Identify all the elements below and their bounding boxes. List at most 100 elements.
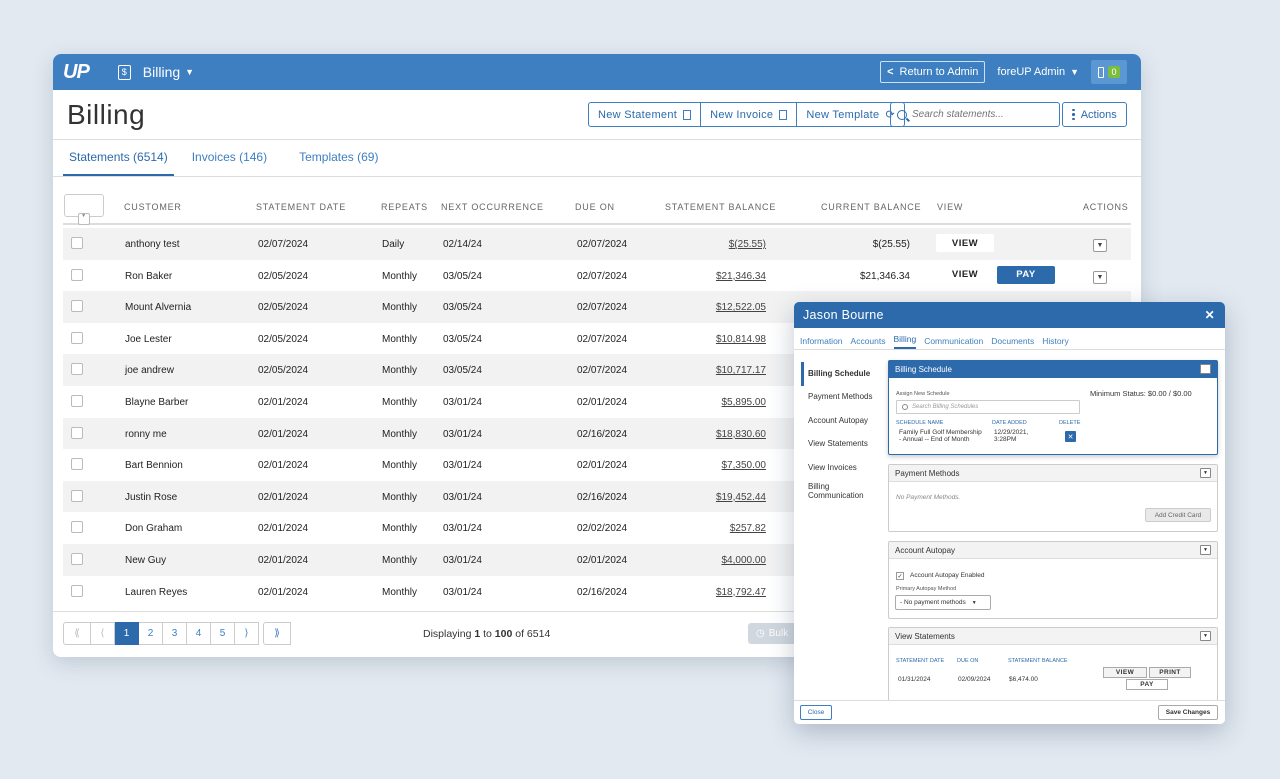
tab-billing[interactable]: Billing	[893, 334, 917, 349]
page-1-button[interactable]: 1	[115, 622, 139, 645]
prev-page-button[interactable]: ⟨	[91, 622, 115, 645]
row-checkbox[interactable]	[71, 300, 83, 313]
admin-menu[interactable]: foreUP Admin ▼	[997, 66, 1079, 78]
phone-icon	[1098, 66, 1105, 78]
foreup-logo[interactable]: UP	[63, 60, 90, 83]
schedule-search[interactable]: Search Billing Schedules	[896, 400, 1080, 414]
table-row[interactable]: anthony test 02/07/2024 Daily 02/14/24 02/07…	[63, 228, 1131, 260]
view-statement-button[interactable]: VIEW	[1103, 667, 1147, 678]
row-checkbox[interactable]	[71, 363, 83, 376]
col-statement-balance[interactable]: STATEMENT BALANCE	[665, 202, 777, 212]
tab-templates[interactable]: Templates (69)	[299, 150, 379, 164]
display-to: 100	[494, 628, 513, 640]
row-checkbox[interactable]	[71, 552, 83, 565]
cell-statement-balance[interactable]: $18,830.60	[715, 428, 766, 440]
table-row[interactable]: Ron Baker 02/05/2024 Monthly 03/05/24 02/07/…	[63, 260, 1131, 292]
tab-communication[interactable]: Communication	[924, 336, 984, 346]
chevron-down-icon[interactable]: ▼	[1200, 631, 1211, 641]
cell-statement-balance[interactable]: $12,522.05	[715, 302, 766, 314]
chevron-down-icon[interactable]: ▼	[1200, 468, 1211, 478]
new-statement-button[interactable]: New Statement	[588, 102, 702, 127]
table-row[interactable]: Don Graham 02/01/2024 Monthly 03/01/24 02/02…	[63, 512, 1131, 544]
actions-button[interactable]: Actions	[1062, 102, 1127, 127]
tab-invoices[interactable]: Invoices (146)	[191, 150, 268, 164]
sidebar-item-billing-communication[interactable]: Billing Communication	[808, 481, 864, 501]
notifications-button[interactable]: 0	[1091, 60, 1127, 84]
new-invoice-button[interactable]: New Invoice	[701, 102, 798, 127]
cell-statement-balance[interactable]: $18,792.47	[715, 586, 766, 598]
row-checkbox[interactable]	[71, 394, 83, 407]
first-page-button[interactable]: ⟪	[63, 622, 91, 645]
row-checkbox[interactable]	[71, 458, 83, 471]
view-button[interactable]: VIEW	[936, 234, 994, 252]
page-4-button[interactable]: 4	[187, 622, 211, 645]
col-statement-date[interactable]: STATEMENT DATE	[256, 202, 347, 212]
table-row[interactable]: Bart Bennion 02/01/2024 Monthly 03/01/24 02/…	[63, 449, 1131, 481]
chevron-down-icon[interactable]: ▼	[1200, 364, 1211, 374]
modal-header: Jason Bourne ✕	[794, 302, 1225, 328]
table-row[interactable]: Blayne Barber 02/01/2024 Monthly 03/01/24 02…	[63, 386, 1131, 418]
table-row[interactable]: Joe Lester 02/05/2024 Monthly 03/05/24 02/07…	[63, 323, 1131, 355]
cell-statement-balance[interactable]: $257.82	[729, 523, 766, 535]
row-checkbox[interactable]	[71, 426, 83, 439]
next-page-button[interactable]: ⟩	[235, 622, 259, 645]
return-to-admin-button[interactable]: < Return to Admin	[880, 61, 986, 83]
cell-statement-balance[interactable]: $21,346.34	[715, 270, 766, 282]
billing-schedule-title: Billing Schedule	[895, 364, 952, 374]
cell-statement-balance[interactable]: $(25.55)	[728, 239, 766, 250]
cell-statement-balance[interactable]: $7,350.00	[721, 460, 767, 472]
tab-statements[interactable]: Statements (6514)	[63, 140, 174, 176]
statement-search[interactable]	[890, 102, 1060, 127]
cell-statement-balance[interactable]: $10,814.98	[715, 333, 766, 345]
sidebar-item-billing-schedule[interactable]: Billing Schedule	[801, 362, 881, 386]
autopay-enabled-checkbox[interactable]: ✓	[896, 572, 904, 580]
row-checkbox[interactable]	[71, 237, 83, 249]
chevron-down-icon[interactable]: ▼	[1093, 239, 1107, 252]
primary-method-select[interactable]: - No payment methods ▼	[895, 595, 991, 610]
add-credit-card-button[interactable]: Add Credit Card	[1145, 508, 1211, 522]
row-checkbox[interactable]	[71, 521, 83, 534]
last-page-button[interactable]: ⟫	[263, 622, 291, 645]
sidebar-item-view-statements[interactable]: View Statements	[808, 439, 868, 449]
cell-statement-balance[interactable]: $10,717.17	[715, 365, 766, 377]
pay-button[interactable]: PAY	[997, 265, 1055, 284]
row-checkbox[interactable]	[71, 268, 83, 281]
tab-information[interactable]: Information	[800, 336, 843, 346]
search-input[interactable]	[912, 109, 1052, 120]
page-3-button[interactable]: 3	[163, 622, 187, 645]
cell-statement-balance[interactable]: $4,000.00	[721, 554, 767, 566]
tab-accounts[interactable]: Accounts	[850, 336, 886, 346]
cell-statement-balance[interactable]: $5,895.00	[721, 396, 767, 408]
col-current-balance[interactable]: CURRENT BALANCE	[821, 202, 922, 212]
select-all-dropdown[interactable]: ▼	[64, 194, 104, 225]
bulk-button[interactable]: ◷ Bulk	[748, 623, 808, 644]
col-next-occurrence[interactable]: NEXT OCCURRENCE	[441, 202, 544, 212]
pay-statement-button[interactable]: PAY	[1126, 679, 1168, 690]
chevron-down-icon[interactable]: ▼	[1093, 270, 1107, 284]
row-checkbox[interactable]	[71, 489, 83, 502]
chevron-down-icon[interactable]: ▼	[1200, 545, 1211, 555]
col-repeats[interactable]: REPEATS	[381, 202, 428, 212]
sidebar-item-payment-methods[interactable]: Payment Methods	[808, 392, 873, 402]
cell-statement-balance[interactable]: $19,452.44	[715, 491, 766, 503]
close-button[interactable]: Close	[800, 705, 832, 720]
col-due-on[interactable]: DUE ON	[575, 202, 615, 212]
page-5-button[interactable]: 5	[211, 622, 235, 645]
print-statement-button[interactable]: PRINT	[1149, 667, 1191, 678]
close-icon[interactable]: ✕	[1204, 308, 1215, 322]
new-template-button[interactable]: New Template ⟳	[797, 102, 905, 127]
row-checkbox[interactable]	[71, 331, 83, 344]
page-2-button[interactable]: 2	[139, 622, 163, 645]
save-changes-button[interactable]: Save Changes	[1158, 705, 1218, 720]
tab-documents[interactable]: Documents	[991, 336, 1035, 346]
tab-history[interactable]: History	[1042, 336, 1069, 346]
row-checkbox[interactable]	[71, 584, 83, 597]
col-customer[interactable]: CUSTOMER	[124, 202, 182, 212]
delete-icon[interactable]: ✕	[1065, 431, 1076, 442]
module-menu[interactable]: $ Billing ▼	[117, 64, 194, 80]
sidebar-item-account-autopay[interactable]: Account Autopay	[808, 415, 869, 425]
sidebar-item-view-invoices[interactable]: View Invoices	[808, 462, 857, 472]
view-button[interactable]: VIEW	[936, 265, 994, 284]
table-row[interactable]: Lauren Reyes 02/01/2024 Monthly 03/01/24 02/…	[63, 576, 1131, 608]
select-all-checkbox[interactable]	[78, 213, 90, 225]
